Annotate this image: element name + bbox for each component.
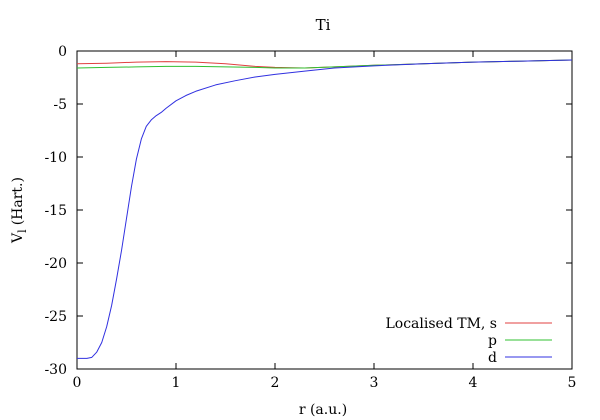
- legend-label: Localised TM, s: [385, 316, 497, 332]
- x-tick-label: 3: [370, 375, 379, 391]
- x-tick-label: 4: [469, 375, 478, 391]
- y-axis-label-subscript: l: [16, 229, 29, 233]
- y-tick-label: -30: [44, 362, 67, 378]
- y-tick-label: -25: [44, 309, 67, 325]
- x-axis: 0 1 2 3 4 5: [73, 51, 577, 391]
- x-tick-label: 0: [73, 375, 82, 391]
- y-axis: 0 -5 -10 -15 -20 -25 -30: [44, 44, 572, 378]
- chart-title: Ti: [316, 16, 331, 34]
- x-axis-label: r (a.u.): [299, 402, 347, 418]
- y-axis-label-unit: (Hart.): [10, 177, 26, 225]
- legend: Localised TM, spd: [385, 316, 552, 366]
- y-tick-label: -10: [44, 150, 67, 166]
- y-tick-label: -15: [44, 203, 67, 219]
- series-lines: [76, 59, 573, 359]
- y-axis-label: Vl (Hart.): [10, 177, 29, 244]
- x-tick-label: 5: [568, 375, 577, 391]
- x-tick-label: 1: [172, 375, 181, 391]
- legend-label: p: [488, 333, 497, 349]
- y-tick-label: -5: [53, 97, 67, 113]
- y-tick-label: 0: [58, 44, 67, 60]
- x-tick-label: 2: [271, 375, 280, 391]
- plot-frame: [76, 50, 573, 370]
- legend-label: d: [488, 350, 497, 366]
- y-tick-label: -20: [44, 256, 67, 272]
- series-line-d: [77, 59, 573, 359]
- y-axis-label-symbol: V: [10, 232, 26, 244]
